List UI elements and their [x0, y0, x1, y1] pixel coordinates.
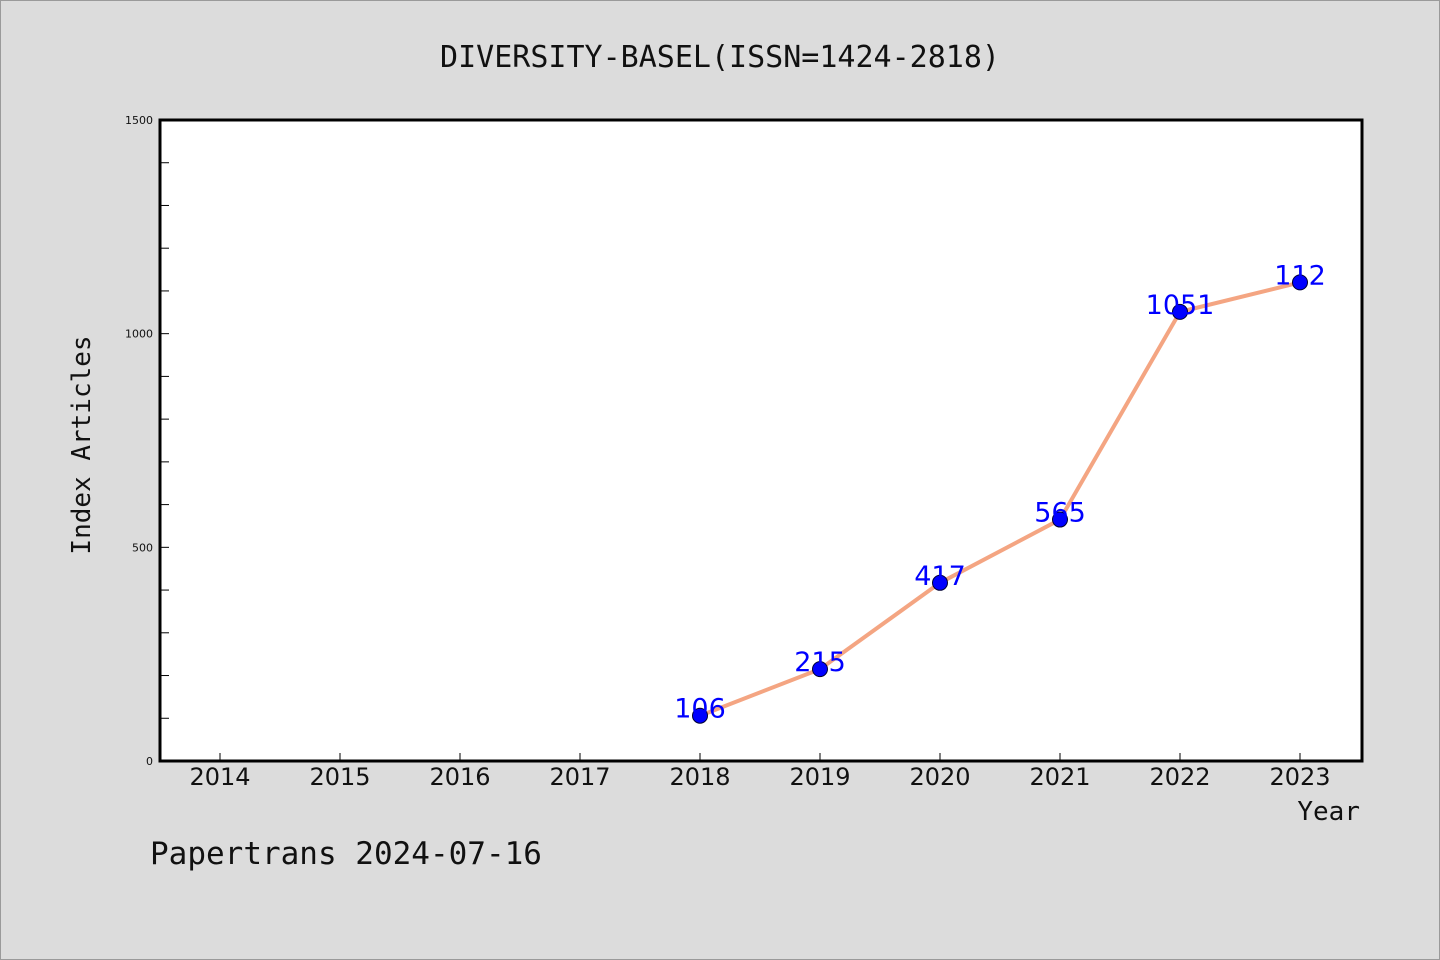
data-point-marker — [812, 661, 828, 678]
data-point-label: 1051 — [1146, 290, 1215, 321]
data-point-marker — [1172, 303, 1188, 320]
x-tick-label: 2020 — [909, 763, 970, 791]
chart-title: DIVERSITY-BASEL(ISSN=1424-2818) — [440, 40, 1000, 75]
y-tick-label: 0 — [146, 755, 153, 768]
x-axis-label: Year — [1297, 797, 1360, 827]
x-tick-label: 2016 — [429, 763, 490, 791]
series-line — [698, 280, 1302, 718]
y-tick-label: 500 — [132, 541, 153, 554]
data-point-label: 112 — [1274, 260, 1326, 291]
footer-watermark: Papertrans 2024-07-16 — [150, 836, 542, 872]
y-tick-label: 1500 — [125, 114, 153, 127]
y-tick-label: 1000 — [125, 328, 153, 341]
data-point-marker — [932, 574, 948, 591]
x-tick-label: 2014 — [189, 763, 250, 791]
x-tick-label: 2017 — [549, 763, 610, 791]
x-tick-label: 2021 — [1029, 763, 1090, 791]
data-point-marker — [1292, 274, 1308, 291]
data-point-label: 565 — [1034, 498, 1086, 529]
data-point-label: 106 — [674, 694, 726, 725]
x-axis-ticks: 2014 2015 2016 2017 2018 2019 2020 2021 2022 2023 — [189, 753, 1331, 791]
data-point-marker — [692, 707, 708, 724]
x-tick-label: 2015 — [309, 763, 370, 791]
data-point-label: 417 — [914, 561, 966, 592]
data-point-marker — [1052, 511, 1068, 528]
y-axis-label: Index Articles — [67, 335, 97, 554]
data-points: 106 215 417 565 1051 112 — [674, 260, 1326, 724]
x-tick-label: 2023 — [1269, 763, 1330, 791]
x-tick-label: 2018 — [669, 763, 730, 791]
plot-area — [158, 118, 1364, 763]
y-axis-ticks: 0 500 1000 1500 — [125, 114, 169, 768]
data-point-label: 215 — [794, 647, 846, 678]
x-tick-label: 2019 — [789, 763, 850, 791]
x-tick-label: 2022 — [1149, 763, 1210, 791]
